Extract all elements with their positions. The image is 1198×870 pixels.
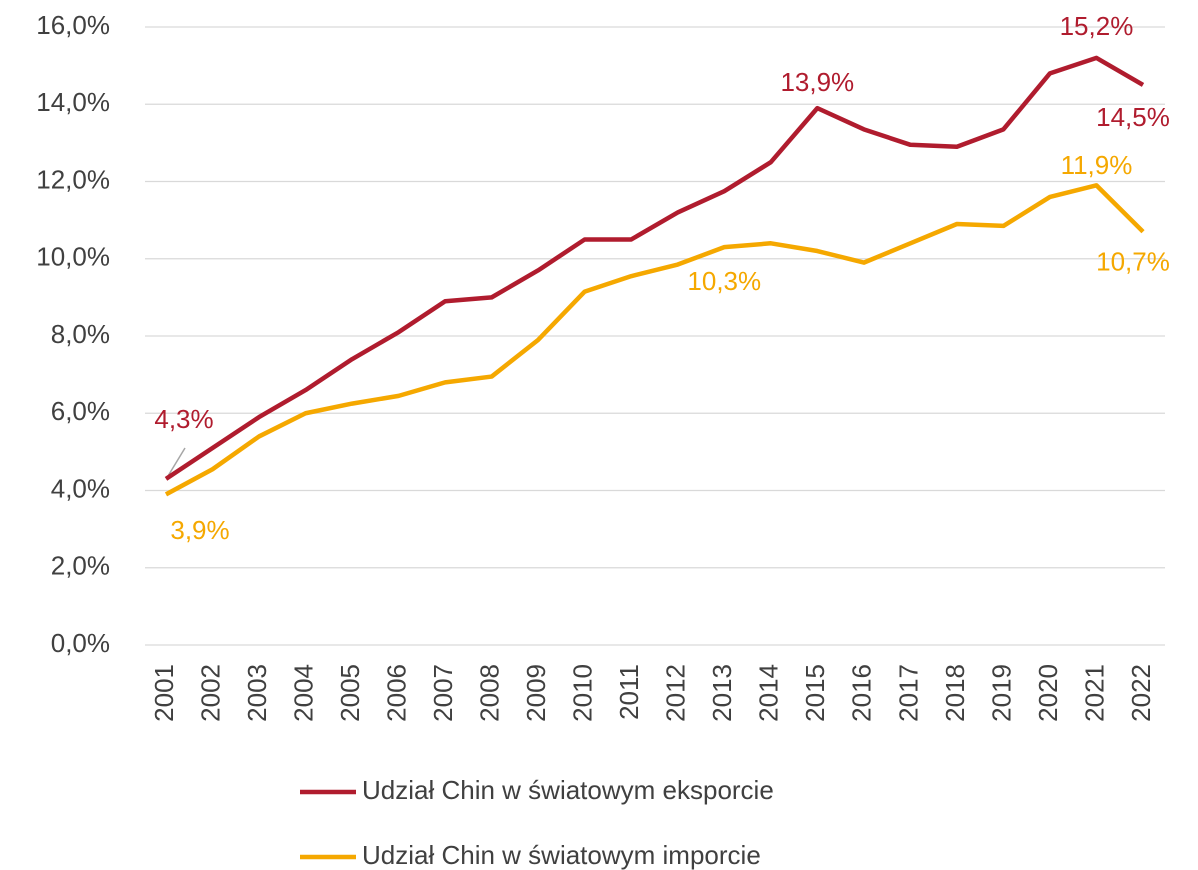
data-label: 11,9% [1061, 150, 1133, 180]
x-tick-label: 2002 [195, 664, 225, 722]
data-label: 4,3% [154, 404, 213, 434]
x-tick-label: 2017 [893, 664, 923, 722]
y-tick-label: 14,0% [36, 87, 110, 117]
x-tick-label: 2015 [800, 664, 830, 722]
x-tick-label: 2021 [1079, 664, 1109, 722]
x-tick-label: 2018 [940, 664, 970, 722]
data-label: 13,9% [780, 67, 854, 97]
x-tick-label: 2020 [1033, 664, 1063, 722]
x-tick-label: 2009 [521, 664, 551, 722]
data-label: 14,5% [1096, 102, 1170, 132]
x-tick-label: 2011 [614, 664, 644, 720]
y-tick-label: 4,0% [51, 473, 110, 503]
leader-line [167, 447, 186, 477]
x-tick-label: 2006 [381, 664, 411, 722]
x-tick-label: 2013 [707, 664, 737, 722]
legend-label: Udział Chin w światowym eksporcie [362, 775, 774, 805]
data-label: 10,3% [687, 266, 761, 296]
y-tick-label: 0,0% [51, 628, 110, 658]
data-label: 3,9% [170, 515, 229, 545]
x-tick-label: 2014 [754, 664, 784, 722]
x-tick-label: 2007 [428, 664, 458, 722]
series-line [164, 183, 1145, 497]
x-tick-label: 2010 [568, 664, 598, 722]
x-tick-label: 2016 [847, 664, 877, 722]
x-tick-label: 2012 [661, 664, 691, 722]
x-tick-label: 2008 [475, 664, 505, 722]
y-tick-label: 16,0% [36, 10, 110, 40]
y-tick-label: 2,0% [51, 551, 110, 581]
y-tick-label: 10,0% [36, 242, 110, 272]
legend-label: Udział Chin w światowym imporcie [362, 840, 761, 870]
x-tick-label: 2022 [1126, 664, 1156, 722]
y-tick-label: 12,0% [36, 164, 110, 194]
x-tick-label: 2019 [986, 664, 1016, 722]
x-tick-label: 2001 [149, 664, 179, 722]
series-line [164, 55, 1145, 481]
x-tick-label: 2003 [242, 664, 272, 722]
y-tick-label: 8,0% [51, 319, 110, 349]
y-tick-label: 6,0% [51, 396, 110, 426]
x-tick-label: 2005 [335, 664, 365, 722]
x-tick-label: 2004 [288, 664, 318, 722]
data-label: 15,2% [1060, 11, 1134, 41]
data-label: 10,7% [1096, 247, 1170, 277]
